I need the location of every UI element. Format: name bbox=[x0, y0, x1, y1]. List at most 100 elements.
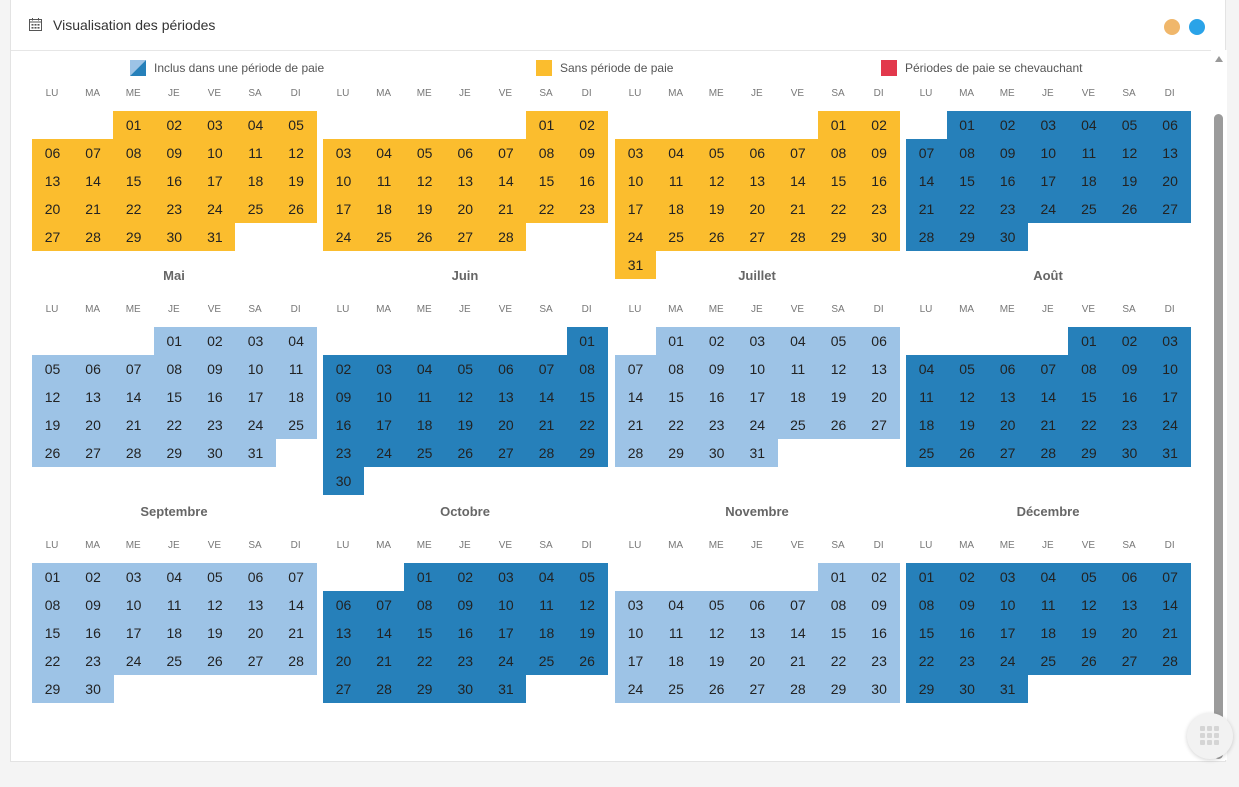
day-cell[interactable]: 28 bbox=[72, 223, 114, 251]
day-cell[interactable]: 07 bbox=[275, 563, 317, 591]
day-cell[interactable]: 07 bbox=[777, 139, 819, 167]
day-cell[interactable]: 22 bbox=[818, 195, 859, 223]
day-cell[interactable]: 15 bbox=[32, 619, 73, 647]
day-cell[interactable]: 13 bbox=[444, 167, 486, 195]
day-cell[interactable]: 26 bbox=[818, 411, 859, 439]
day-cell[interactable]: 11 bbox=[1068, 139, 1110, 167]
day-cell[interactable]: 27 bbox=[235, 647, 276, 675]
day-cell[interactable]: 17 bbox=[987, 619, 1029, 647]
day-cell[interactable]: 25 bbox=[906, 439, 947, 467]
day-cell[interactable]: 02 bbox=[153, 111, 195, 139]
day-cell[interactable]: 15 bbox=[655, 383, 697, 411]
day-cell[interactable]: 24 bbox=[615, 223, 656, 251]
day-cell[interactable]: 21 bbox=[615, 411, 656, 439]
day-cell[interactable]: 10 bbox=[987, 591, 1029, 619]
day-cell[interactable]: 10 bbox=[235, 355, 276, 383]
day-cell[interactable]: 31 bbox=[235, 439, 276, 467]
day-cell[interactable]: 04 bbox=[655, 591, 697, 619]
day-cell[interactable]: 04 bbox=[404, 355, 446, 383]
day-cell[interactable]: 17 bbox=[113, 619, 155, 647]
day-cell[interactable]: 22 bbox=[526, 195, 567, 223]
day-cell[interactable]: 09 bbox=[858, 139, 900, 167]
day-cell[interactable]: 29 bbox=[818, 223, 859, 251]
day-cell[interactable]: 17 bbox=[1027, 167, 1069, 195]
day-cell[interactable]: 03 bbox=[485, 563, 527, 591]
day-cell[interactable]: 02 bbox=[194, 327, 236, 355]
day-cell[interactable]: 08 bbox=[32, 591, 73, 619]
day-cell[interactable]: 21 bbox=[526, 411, 567, 439]
day-cell[interactable]: 08 bbox=[818, 139, 859, 167]
day-cell[interactable]: 11 bbox=[655, 167, 697, 195]
day-cell[interactable]: 25 bbox=[404, 439, 446, 467]
day-cell[interactable]: 07 bbox=[113, 355, 155, 383]
day-cell[interactable]: 18 bbox=[363, 195, 405, 223]
day-cell[interactable]: 13 bbox=[736, 167, 778, 195]
day-cell[interactable]: 02 bbox=[696, 327, 738, 355]
day-cell[interactable]: 22 bbox=[113, 195, 155, 223]
day-cell[interactable]: 30 bbox=[72, 675, 114, 703]
day-cell[interactable]: 05 bbox=[696, 139, 738, 167]
day-cell[interactable]: 26 bbox=[275, 195, 317, 223]
day-cell[interactable]: 17 bbox=[615, 647, 656, 675]
day-cell[interactable]: 28 bbox=[906, 223, 947, 251]
day-cell[interactable]: 29 bbox=[818, 675, 859, 703]
day-cell[interactable]: 04 bbox=[1027, 563, 1069, 591]
day-cell[interactable]: 13 bbox=[235, 591, 276, 619]
day-cell[interactable]: 19 bbox=[818, 383, 859, 411]
day-cell[interactable]: 13 bbox=[987, 383, 1029, 411]
day-cell[interactable]: 18 bbox=[655, 195, 697, 223]
day-cell[interactable]: 05 bbox=[32, 355, 73, 383]
day-cell[interactable]: 19 bbox=[404, 195, 446, 223]
day-cell[interactable]: 04 bbox=[655, 139, 697, 167]
day-cell[interactable]: 10 bbox=[323, 167, 364, 195]
day-cell[interactable]: 05 bbox=[696, 591, 738, 619]
day-cell[interactable]: 26 bbox=[566, 647, 608, 675]
day-cell[interactable]: 14 bbox=[485, 167, 527, 195]
day-cell[interactable]: 14 bbox=[113, 383, 155, 411]
day-cell[interactable]: 23 bbox=[1109, 411, 1150, 439]
day-cell[interactable]: 09 bbox=[72, 591, 114, 619]
day-cell[interactable]: 03 bbox=[987, 563, 1029, 591]
day-cell[interactable]: 23 bbox=[858, 647, 900, 675]
day-cell[interactable]: 18 bbox=[275, 383, 317, 411]
day-cell[interactable]: 02 bbox=[72, 563, 114, 591]
day-cell[interactable]: 07 bbox=[777, 591, 819, 619]
day-cell[interactable]: 15 bbox=[1068, 383, 1110, 411]
day-cell[interactable]: 13 bbox=[32, 167, 73, 195]
day-cell[interactable]: 03 bbox=[1027, 111, 1069, 139]
day-cell[interactable]: 02 bbox=[444, 563, 486, 591]
scroll-up-arrow-icon[interactable] bbox=[1215, 56, 1223, 62]
day-cell[interactable]: 24 bbox=[235, 411, 276, 439]
day-cell[interactable]: 30 bbox=[946, 675, 988, 703]
day-cell[interactable]: 19 bbox=[946, 411, 988, 439]
day-cell[interactable]: 28 bbox=[1027, 439, 1069, 467]
day-cell[interactable]: 25 bbox=[153, 647, 195, 675]
day-cell[interactable]: 23 bbox=[987, 195, 1029, 223]
day-cell[interactable]: 27 bbox=[858, 411, 900, 439]
day-cell[interactable]: 27 bbox=[72, 439, 114, 467]
day-cell[interactable]: 28 bbox=[113, 439, 155, 467]
day-cell[interactable]: 06 bbox=[858, 327, 900, 355]
day-cell[interactable]: 22 bbox=[946, 195, 988, 223]
day-cell[interactable]: 23 bbox=[194, 411, 236, 439]
day-cell[interactable]: 02 bbox=[858, 563, 900, 591]
day-cell[interactable]: 10 bbox=[113, 591, 155, 619]
day-cell[interactable]: 12 bbox=[566, 591, 608, 619]
day-cell[interactable]: 15 bbox=[153, 383, 195, 411]
day-cell[interactable]: 17 bbox=[363, 411, 405, 439]
day-cell[interactable]: 20 bbox=[72, 411, 114, 439]
day-cell[interactable]: 15 bbox=[906, 619, 947, 647]
blue-status-dot[interactable] bbox=[1189, 19, 1205, 35]
day-cell[interactable]: 10 bbox=[1149, 355, 1191, 383]
day-cell[interactable]: 25 bbox=[275, 411, 317, 439]
day-cell[interactable]: 29 bbox=[906, 675, 947, 703]
day-cell[interactable]: 06 bbox=[444, 139, 486, 167]
day-cell[interactable]: 26 bbox=[404, 223, 446, 251]
day-cell[interactable]: 24 bbox=[323, 223, 364, 251]
day-cell[interactable]: 08 bbox=[906, 591, 947, 619]
day-cell[interactable]: 25 bbox=[777, 411, 819, 439]
day-cell[interactable]: 08 bbox=[818, 591, 859, 619]
day-cell[interactable]: 03 bbox=[323, 139, 364, 167]
day-cell[interactable]: 16 bbox=[858, 167, 900, 195]
day-cell[interactable]: 08 bbox=[404, 591, 446, 619]
